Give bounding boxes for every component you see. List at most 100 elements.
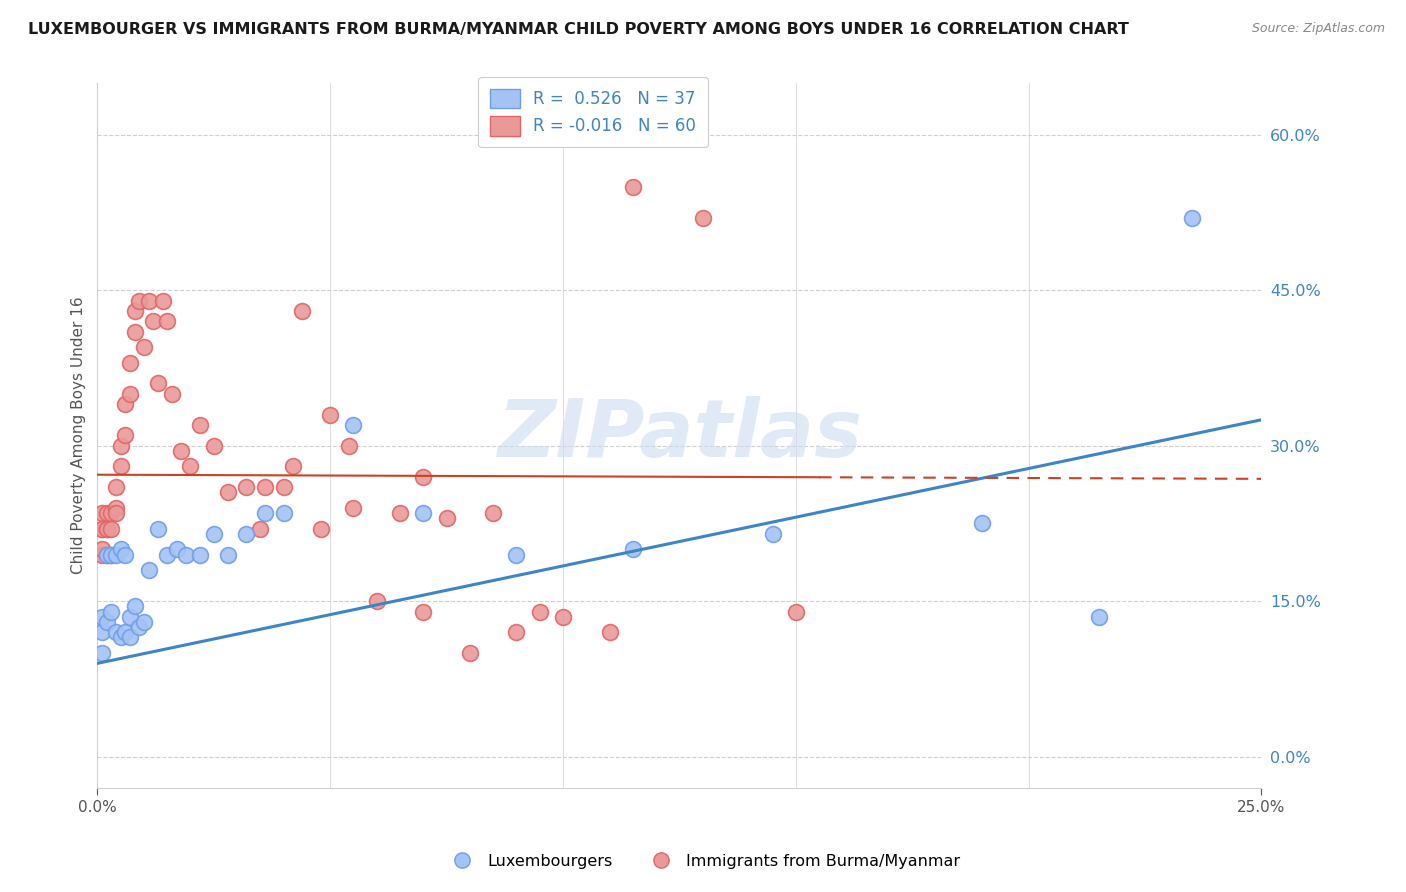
Point — [100, 548, 122, 562]
Point — [202, 526, 225, 541]
Point — [319, 408, 342, 422]
Point — [138, 563, 160, 577]
Point — [436, 511, 458, 525]
Point — [761, 526, 783, 541]
Point — [114, 397, 136, 411]
Point — [166, 542, 188, 557]
Point — [342, 500, 364, 515]
Point — [91, 625, 114, 640]
Point — [156, 314, 179, 328]
Point — [621, 179, 644, 194]
Point — [138, 293, 160, 308]
Point — [91, 609, 114, 624]
Point — [118, 387, 141, 401]
Point — [235, 480, 257, 494]
Point — [96, 522, 118, 536]
Point — [342, 417, 364, 432]
Text: ZIPatlas: ZIPatlas — [496, 396, 862, 475]
Point — [96, 548, 118, 562]
Point — [114, 625, 136, 640]
Point — [104, 548, 127, 562]
Point — [91, 522, 114, 536]
Point — [1181, 211, 1204, 225]
Point — [91, 522, 114, 536]
Point — [100, 548, 122, 562]
Text: LUXEMBOURGER VS IMMIGRANTS FROM BURMA/MYANMAR CHILD POVERTY AMONG BOYS UNDER 16 : LUXEMBOURGER VS IMMIGRANTS FROM BURMA/MY… — [28, 22, 1129, 37]
Point — [91, 646, 114, 660]
Point — [235, 526, 257, 541]
Point — [253, 480, 276, 494]
Point — [174, 548, 197, 562]
Y-axis label: Child Poverty Among Boys Under 16: Child Poverty Among Boys Under 16 — [72, 296, 86, 574]
Point — [412, 469, 434, 483]
Point — [273, 480, 295, 494]
Point — [96, 615, 118, 629]
Point — [142, 314, 165, 328]
Point — [529, 605, 551, 619]
Point — [337, 439, 360, 453]
Point — [505, 625, 527, 640]
Point — [156, 548, 179, 562]
Point — [412, 605, 434, 619]
Point — [281, 459, 304, 474]
Point — [291, 304, 314, 318]
Legend: Luxembourgers, Immigrants from Burma/Myanmar: Luxembourgers, Immigrants from Burma/Mya… — [440, 847, 966, 875]
Point — [110, 459, 132, 474]
Point — [217, 548, 239, 562]
Point — [505, 548, 527, 562]
Point — [273, 506, 295, 520]
Point — [412, 506, 434, 520]
Point — [692, 211, 714, 225]
Point — [110, 542, 132, 557]
Point — [100, 506, 122, 520]
Point — [253, 506, 276, 520]
Point — [100, 605, 122, 619]
Point — [91, 542, 114, 557]
Point — [118, 356, 141, 370]
Point — [96, 548, 118, 562]
Point — [100, 522, 122, 536]
Point — [1087, 609, 1109, 624]
Point — [128, 293, 150, 308]
Point — [160, 387, 183, 401]
Point — [972, 516, 994, 531]
Point — [170, 443, 193, 458]
Point — [104, 500, 127, 515]
Point — [110, 439, 132, 453]
Point — [124, 304, 146, 318]
Point — [104, 480, 127, 494]
Legend: R =  0.526   N = 37, R = -0.016   N = 60: R = 0.526 N = 37, R = -0.016 N = 60 — [478, 77, 707, 147]
Point — [118, 631, 141, 645]
Point — [128, 620, 150, 634]
Point — [389, 506, 412, 520]
Point — [621, 542, 644, 557]
Point — [146, 376, 169, 391]
Point — [104, 625, 127, 640]
Point — [132, 340, 155, 354]
Point — [458, 646, 481, 660]
Point — [124, 599, 146, 614]
Point — [188, 548, 211, 562]
Point — [551, 609, 574, 624]
Point — [96, 506, 118, 520]
Point — [482, 506, 505, 520]
Point — [152, 293, 174, 308]
Point — [114, 428, 136, 442]
Point — [249, 522, 271, 536]
Point — [96, 522, 118, 536]
Point — [104, 506, 127, 520]
Point — [179, 459, 201, 474]
Point — [91, 506, 114, 520]
Point — [146, 522, 169, 536]
Point — [124, 325, 146, 339]
Point — [110, 631, 132, 645]
Point — [366, 594, 388, 608]
Point — [114, 548, 136, 562]
Point — [309, 522, 332, 536]
Point — [118, 609, 141, 624]
Point — [202, 439, 225, 453]
Point — [188, 417, 211, 432]
Point — [217, 485, 239, 500]
Point — [599, 625, 621, 640]
Point — [785, 605, 807, 619]
